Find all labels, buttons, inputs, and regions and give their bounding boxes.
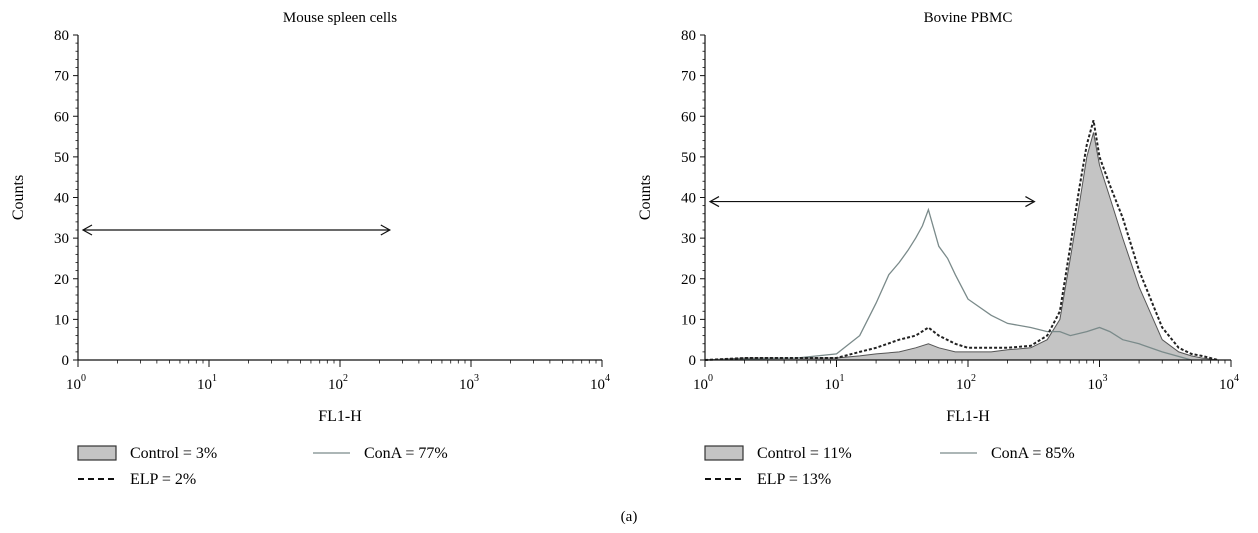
legend-elp-label: ELP = 2% — [130, 471, 196, 488]
gate-arrow-right-head — [1025, 196, 1036, 208]
gate-arrow-left-head — [81, 224, 93, 236]
x-tick-label: 101 — [197, 373, 217, 393]
gate-arrow-right-head — [380, 224, 392, 236]
y-tick-label: 40 — [681, 191, 696, 207]
series-control-area — [704, 132, 1219, 361]
legend-elp-label: ELP = 13% — [757, 471, 831, 488]
y-axis-label: Counts — [10, 175, 27, 220]
x-tick-label: 100 — [693, 373, 713, 393]
legend-cona-label: ConA = 85% — [991, 445, 1075, 462]
y-tick-label: 30 — [681, 231, 696, 247]
x-tick-label: 104 — [590, 373, 610, 393]
x-axis-label: FL1-H — [318, 408, 362, 425]
y-tick-label: 10 — [54, 312, 69, 328]
x-tick-label: 103 — [459, 373, 479, 393]
y-tick-label: 80 — [54, 28, 69, 44]
x-tick-exponent: 3 — [474, 373, 479, 384]
x-tick-exponent: 0 — [81, 373, 86, 384]
x-tick-label: 101 — [825, 373, 845, 393]
y-tick-label: 60 — [681, 109, 696, 125]
chart-title: Mouse spleen cells — [283, 10, 397, 26]
x-tick-label: 103 — [1088, 373, 1108, 393]
y-tick-label: 70 — [681, 69, 696, 85]
x-tick-exponent: 4 — [1234, 373, 1239, 384]
x-tick-exponent: 0 — [708, 373, 713, 384]
chart-title: Bovine PBMC — [924, 10, 1013, 26]
x-axis-label: FL1-H — [946, 408, 990, 425]
y-tick-label: 30 — [54, 231, 69, 247]
series-cona-line — [704, 207, 1192, 361]
x-tick-label: 104 — [1219, 373, 1239, 393]
y-axis-label: Counts — [637, 175, 654, 220]
x-tick-exponent: 1 — [212, 373, 217, 384]
x-tick-exponent: 1 — [840, 373, 845, 384]
x-tick-label: 102 — [328, 373, 348, 393]
series-elp-line — [704, 120, 1219, 361]
x-tick-exponent: 2 — [971, 373, 976, 384]
y-tick-label: 10 — [681, 312, 696, 328]
y-tick-label: 40 — [54, 191, 69, 207]
x-tick-label: 100 — [66, 373, 86, 393]
y-tick-label: 80 — [681, 28, 696, 44]
y-tick-label: 50 — [681, 150, 696, 166]
x-tick-exponent: 2 — [343, 373, 348, 384]
legend-control-label: Control = 3% — [130, 445, 217, 462]
y-tick-label: 20 — [54, 272, 69, 288]
figure-panel-label: (a) — [621, 509, 638, 525]
y-tick-label: 0 — [689, 353, 697, 369]
y-tick-label: 20 — [681, 272, 696, 288]
y-tick-label: 70 — [54, 69, 69, 85]
gate-arrow-left-head — [708, 196, 720, 208]
legend-control-swatch — [704, 445, 744, 461]
legend-control-swatch — [77, 445, 117, 461]
legend-cona-label: ConA = 77% — [364, 445, 448, 462]
x-tick-exponent: 3 — [1103, 373, 1108, 384]
y-tick-label: 50 — [54, 150, 69, 166]
y-tick-label: 60 — [54, 109, 69, 125]
y-tick-label: 0 — [62, 353, 70, 369]
legend-control-label: Control = 11% — [757, 445, 852, 462]
x-tick-label: 102 — [956, 373, 976, 393]
x-tick-exponent: 4 — [605, 373, 610, 384]
